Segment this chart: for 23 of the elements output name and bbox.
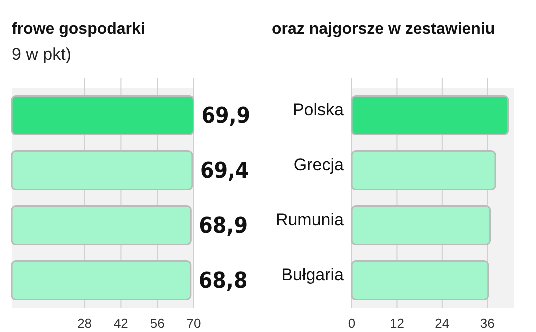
chart-title: oraz najgorsze w zestawieniu [272,21,496,38]
x-tick-label: 24 [435,316,450,331]
data-label: 68,9 [199,214,248,240]
bar [351,96,510,136]
data-label: 69,9 [202,104,251,130]
x-tick-label: 12 [390,316,404,331]
bar [351,150,496,190]
y-tick-label: Bułgaria [282,265,345,284]
x-tick-label: 28 [78,316,92,331]
chart-subtitle: 9 w pkt) [12,45,72,64]
x-tick-label: 56 [150,316,165,331]
x-tick-label: 42 [114,316,128,331]
x-tick-label: 36 [480,316,495,331]
data-label: 69,4 [200,159,250,184]
y-tick-label: Grecja [294,155,345,174]
x-tick-label: 0 [348,316,356,331]
y-tick-label: Polska [292,100,345,120]
chart-title: frowe gospodarki [12,21,146,38]
data-label: 68,8 [198,269,248,294]
y-tick-label: Rumunia [276,210,345,230]
bar [351,206,492,246]
bar [351,260,490,300]
x-tick-label: 70 [186,316,202,331]
